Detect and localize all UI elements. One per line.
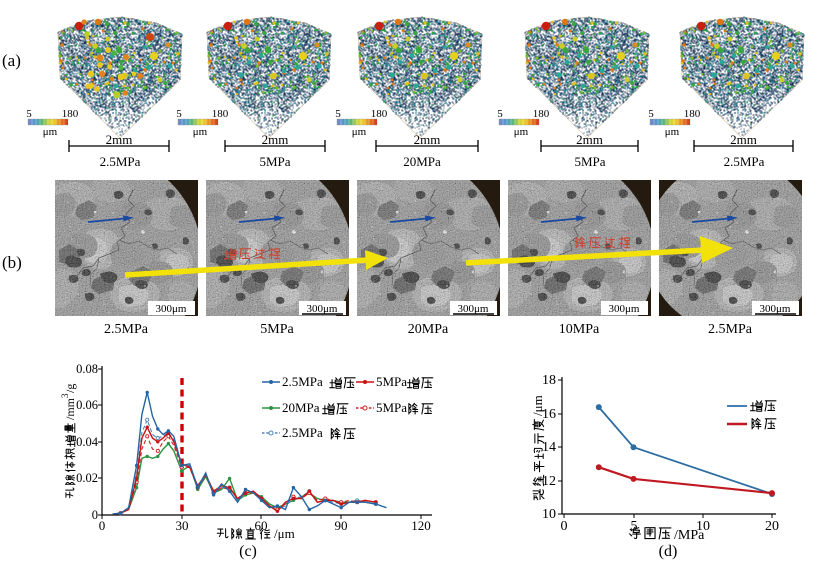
svg-text:5MPa: 5MPa — [376, 374, 407, 389]
svg-text:180: 180 — [684, 108, 701, 120]
svg-text:12: 12 — [542, 474, 556, 489]
svg-text:10MPa: 10MPa — [559, 322, 600, 337]
svg-text:2.5MPa: 2.5MPa — [100, 154, 141, 169]
svg-text:20MPa: 20MPa — [408, 322, 449, 337]
svg-text:/MPa: /MPa — [674, 528, 705, 543]
svg-text:μm: μm — [665, 126, 680, 138]
svg-text:16: 16 — [542, 407, 556, 422]
svg-text:20MPa: 20MPa — [282, 400, 320, 415]
svg-text:5MPa: 5MPa — [574, 154, 605, 169]
svg-text:2mm: 2mm — [414, 132, 441, 147]
svg-text:30: 30 — [176, 518, 189, 533]
svg-text:2.5MPa: 2.5MPa — [724, 154, 765, 169]
svg-text:/mm: /mm — [63, 397, 77, 420]
svg-text:20: 20 — [765, 519, 779, 534]
svg-text:μm: μm — [43, 126, 58, 138]
svg-text:0: 0 — [561, 519, 568, 534]
svg-text:18: 18 — [542, 373, 556, 388]
svg-text:/μm: /μm — [530, 395, 545, 416]
svg-text:2mm: 2mm — [730, 132, 757, 147]
svg-text:14: 14 — [542, 440, 556, 455]
svg-text:90: 90 — [335, 518, 348, 533]
svg-text:180: 180 — [212, 108, 229, 120]
svg-text:(c): (c) — [239, 543, 257, 560]
svg-text:5: 5 — [176, 108, 182, 120]
svg-text:300μm: 300μm — [458, 303, 489, 315]
svg-text:5: 5 — [497, 108, 503, 120]
svg-text:2.5MPa: 2.5MPa — [282, 374, 323, 389]
svg-text:300μm: 300μm — [609, 303, 640, 315]
svg-text:10: 10 — [696, 519, 710, 534]
svg-text:2mm: 2mm — [576, 132, 603, 147]
svg-text:μm: μm — [193, 126, 208, 138]
svg-text:180: 180 — [371, 108, 388, 120]
svg-text:20MPa: 20MPa — [403, 154, 441, 169]
svg-text:μm: μm — [514, 126, 529, 138]
svg-text:(a): (a) — [2, 51, 21, 70]
svg-text:2mm: 2mm — [106, 132, 133, 147]
svg-text:2.5MPa: 2.5MPa — [282, 425, 323, 440]
svg-text:5MPa: 5MPa — [259, 154, 290, 169]
svg-text:180: 180 — [533, 108, 550, 120]
svg-text:120: 120 — [411, 518, 431, 533]
svg-text:180: 180 — [62, 108, 79, 120]
svg-text:/μm: /μm — [274, 526, 295, 541]
svg-text:0.08: 0.08 — [76, 362, 98, 376]
svg-text:(d): (d) — [659, 543, 678, 560]
svg-text:0.02: 0.02 — [76, 471, 98, 485]
svg-text:5: 5 — [648, 108, 654, 120]
svg-text:5: 5 — [335, 108, 341, 120]
svg-text:5: 5 — [631, 519, 638, 534]
svg-text:300μm: 300μm — [156, 303, 187, 315]
svg-text:10: 10 — [542, 507, 556, 522]
svg-text:5MPa: 5MPa — [376, 400, 407, 415]
svg-text:0.06: 0.06 — [76, 398, 98, 412]
svg-text:5: 5 — [26, 108, 32, 120]
svg-text:300μm: 300μm — [307, 303, 338, 315]
svg-text:(b): (b) — [2, 253, 22, 272]
svg-text:μm: μm — [352, 126, 367, 138]
svg-text:5MPa: 5MPa — [260, 322, 294, 337]
svg-text:2.5MPa: 2.5MPa — [104, 322, 149, 337]
svg-text:2.5MPa: 2.5MPa — [708, 322, 753, 337]
svg-text:3: 3 — [60, 393, 70, 398]
svg-text:0.04: 0.04 — [76, 435, 99, 449]
svg-text:2mm: 2mm — [262, 132, 289, 147]
svg-text:0: 0 — [92, 508, 98, 522]
svg-text:/g: /g — [63, 384, 77, 393]
svg-text:300μm: 300μm — [760, 303, 791, 315]
svg-text:60: 60 — [255, 518, 268, 533]
svg-text:0: 0 — [99, 518, 106, 533]
